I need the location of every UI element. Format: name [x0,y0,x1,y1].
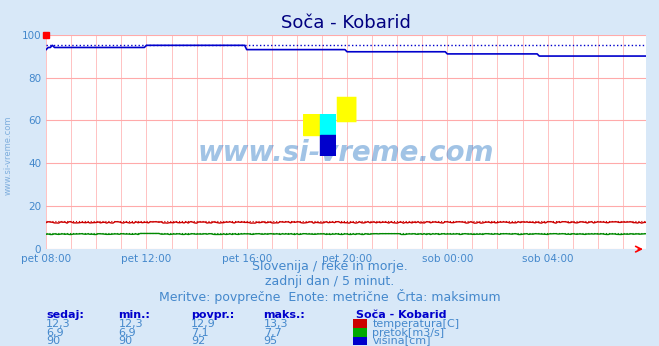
Text: 7,7: 7,7 [264,328,281,338]
Text: www.si-vreme.com: www.si-vreme.com [198,139,494,166]
Text: 90: 90 [119,336,132,346]
Text: maks.:: maks.: [264,310,305,320]
Title: Soča - Kobarid: Soča - Kobarid [281,13,411,31]
Text: Slovenija / reke in morje.: Slovenija / reke in morje. [252,260,407,273]
Text: Soča - Kobarid: Soča - Kobarid [356,310,446,320]
Text: 95: 95 [264,336,277,346]
Text: temperatura[C]: temperatura[C] [372,319,459,329]
Text: 13,3: 13,3 [264,319,288,329]
Text: pretok[m3/s]: pretok[m3/s] [372,328,444,338]
Text: sedaj:: sedaj: [46,310,84,320]
Bar [320,135,336,156]
Text: 7,1: 7,1 [191,328,209,338]
Text: 6,9: 6,9 [46,328,64,338]
Text: min.:: min.: [119,310,150,320]
Text: █: █ [336,97,356,122]
Text: povpr.:: povpr.: [191,310,235,320]
Text: zadnji dan / 5 minut.: zadnji dan / 5 minut. [265,275,394,289]
Bar [303,114,320,135]
Text: 92: 92 [191,336,206,346]
Text: 6,9: 6,9 [119,328,136,338]
Text: višina[cm]: višina[cm] [372,336,431,346]
Text: Meritve: povprečne  Enote: metrične  Črta: maksimum: Meritve: povprečne Enote: metrične Črta:… [159,289,500,304]
Text: 90: 90 [46,336,60,346]
Text: 12,9: 12,9 [191,319,216,329]
Text: www.si-vreme.com: www.si-vreme.com [3,116,13,195]
Text: 12,3: 12,3 [119,319,143,329]
Bar [320,114,336,135]
Text: 12,3: 12,3 [46,319,71,329]
